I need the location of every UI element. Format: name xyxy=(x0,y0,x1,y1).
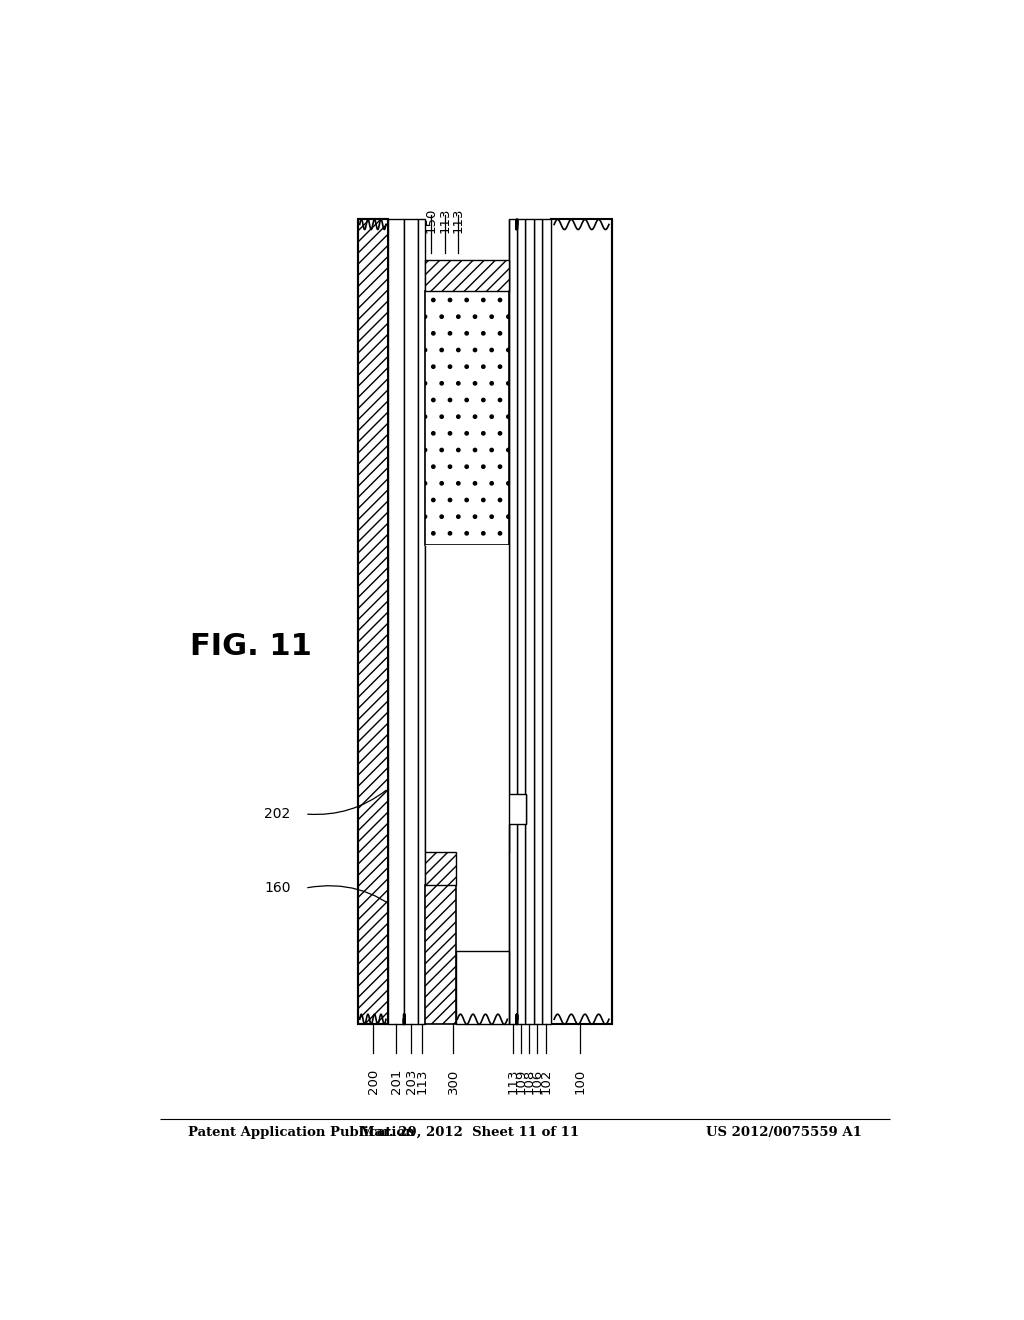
Text: 113: 113 xyxy=(452,207,465,232)
Bar xyxy=(418,219,425,1024)
Bar xyxy=(524,219,534,1024)
Bar xyxy=(425,851,456,886)
Bar xyxy=(509,793,526,824)
Bar xyxy=(425,260,509,290)
Text: 109: 109 xyxy=(514,1069,527,1094)
Text: 113: 113 xyxy=(507,1069,519,1094)
Bar xyxy=(388,219,404,1024)
Bar xyxy=(517,219,525,1024)
Text: FIG. 11: FIG. 11 xyxy=(190,632,312,661)
Polygon shape xyxy=(509,793,526,824)
Bar xyxy=(456,952,509,1024)
Bar xyxy=(534,219,543,1024)
Bar xyxy=(358,219,388,1024)
Text: 102: 102 xyxy=(540,1069,553,1094)
Text: 106: 106 xyxy=(531,1069,544,1094)
Text: 150: 150 xyxy=(425,207,437,232)
Text: 108: 108 xyxy=(522,1069,536,1094)
Bar xyxy=(551,219,612,1024)
Text: 100: 100 xyxy=(573,1069,587,1094)
Bar xyxy=(456,952,509,1024)
Text: 202: 202 xyxy=(264,807,291,821)
Bar xyxy=(425,886,456,1024)
Bar xyxy=(509,219,517,1024)
Text: 300: 300 xyxy=(446,1069,460,1094)
Bar xyxy=(404,219,418,1024)
Bar xyxy=(425,545,509,851)
Text: 160: 160 xyxy=(264,882,291,895)
Bar xyxy=(358,219,612,1024)
Text: 203: 203 xyxy=(404,1069,418,1094)
Text: US 2012/0075559 A1: US 2012/0075559 A1 xyxy=(707,1126,862,1139)
Bar xyxy=(543,219,551,1024)
Text: 200: 200 xyxy=(367,1069,380,1094)
Text: 201: 201 xyxy=(390,1069,402,1094)
Text: 113: 113 xyxy=(439,207,452,232)
Bar xyxy=(425,290,509,545)
Text: Patent Application Publication: Patent Application Publication xyxy=(187,1126,415,1139)
Text: Mar. 29, 2012  Sheet 11 of 11: Mar. 29, 2012 Sheet 11 of 11 xyxy=(359,1126,579,1139)
Text: 113: 113 xyxy=(415,1069,428,1094)
